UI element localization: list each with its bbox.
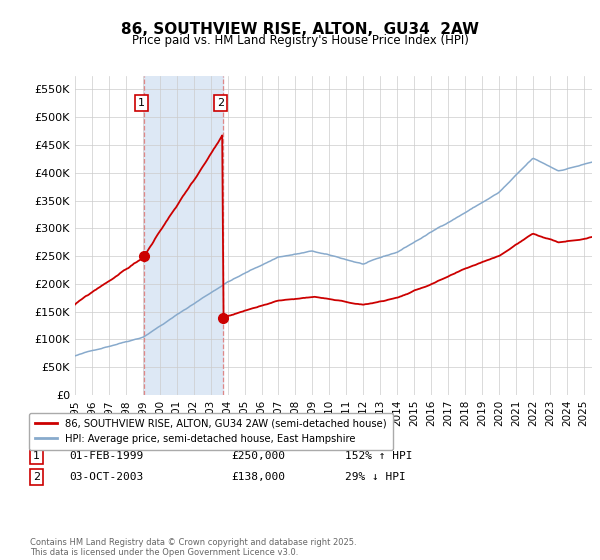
Text: 1: 1 bbox=[33, 451, 40, 461]
Text: 01-FEB-1999: 01-FEB-1999 bbox=[69, 451, 143, 461]
Text: 1: 1 bbox=[138, 98, 145, 108]
Text: £250,000: £250,000 bbox=[231, 451, 285, 461]
Text: 86, SOUTHVIEW RISE, ALTON,  GU34  2AW: 86, SOUTHVIEW RISE, ALTON, GU34 2AW bbox=[121, 22, 479, 38]
Text: £138,000: £138,000 bbox=[231, 472, 285, 482]
Text: 2: 2 bbox=[217, 98, 224, 108]
Text: 03-OCT-2003: 03-OCT-2003 bbox=[69, 472, 143, 482]
Text: 29% ↓ HPI: 29% ↓ HPI bbox=[345, 472, 406, 482]
Text: Price paid vs. HM Land Registry's House Price Index (HPI): Price paid vs. HM Land Registry's House … bbox=[131, 34, 469, 46]
Text: 152% ↑ HPI: 152% ↑ HPI bbox=[345, 451, 413, 461]
Bar bbox=[144, 76, 223, 395]
Legend: 86, SOUTHVIEW RISE, ALTON, GU34 2AW (semi-detached house), HPI: Average price, s: 86, SOUTHVIEW RISE, ALTON, GU34 2AW (sem… bbox=[29, 413, 392, 450]
Text: 2: 2 bbox=[33, 472, 40, 482]
Text: Contains HM Land Registry data © Crown copyright and database right 2025.
This d: Contains HM Land Registry data © Crown c… bbox=[30, 538, 356, 557]
